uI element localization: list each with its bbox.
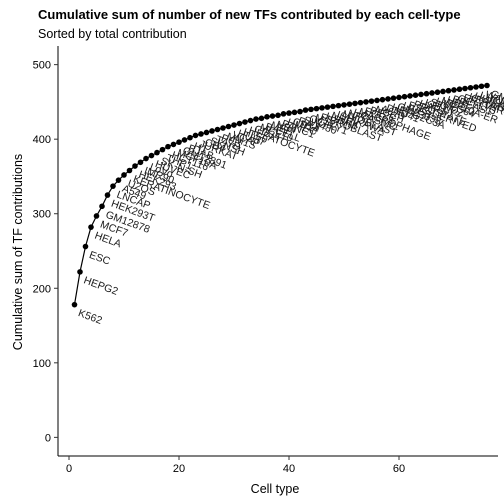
data-point bbox=[77, 269, 83, 275]
data-point bbox=[484, 82, 490, 89]
point-label: HEPG2 bbox=[82, 274, 120, 298]
data-point bbox=[214, 126, 221, 133]
data-point bbox=[110, 183, 116, 189]
data-point bbox=[143, 155, 149, 162]
data-point bbox=[363, 99, 369, 105]
chart-subtitle: Sorted by total contribution bbox=[38, 27, 187, 41]
data-point bbox=[412, 92, 419, 98]
data-point bbox=[93, 213, 100, 219]
data-point bbox=[335, 102, 342, 109]
data-point bbox=[297, 108, 303, 115]
data-point bbox=[253, 116, 259, 122]
data-point bbox=[82, 243, 89, 250]
data-point bbox=[478, 83, 485, 90]
y-tick-label: 300 bbox=[33, 209, 51, 221]
data-point bbox=[104, 192, 111, 198]
data-point bbox=[319, 105, 325, 111]
x-tick-label: 0 bbox=[66, 463, 72, 475]
data-point bbox=[341, 102, 347, 108]
data-point bbox=[352, 100, 358, 107]
data-point bbox=[176, 139, 182, 145]
data-point bbox=[280, 111, 287, 117]
series-cumulative-sum bbox=[71, 82, 490, 308]
x-axis-title: Cell type bbox=[251, 482, 300, 496]
data-point bbox=[187, 134, 193, 141]
chart-title: Cumulative sum of number of new TFs cont… bbox=[38, 7, 461, 22]
data-point bbox=[198, 131, 204, 137]
data-point bbox=[247, 117, 254, 124]
data-point bbox=[121, 172, 127, 178]
data-point bbox=[313, 105, 320, 112]
data-point bbox=[99, 203, 105, 210]
data-point bbox=[286, 110, 292, 116]
data-point bbox=[368, 98, 375, 104]
data-point bbox=[154, 149, 160, 156]
data-point bbox=[115, 177, 122, 183]
data-point bbox=[473, 84, 479, 90]
data-point bbox=[242, 119, 248, 125]
data-point bbox=[170, 141, 177, 148]
data-point bbox=[346, 101, 353, 107]
x-tick-label: 60 bbox=[393, 463, 405, 475]
data-point bbox=[462, 85, 468, 92]
data-point bbox=[390, 95, 397, 101]
data-point bbox=[225, 123, 232, 130]
x-tick-label: 40 bbox=[283, 463, 295, 475]
data-point bbox=[264, 114, 270, 120]
data-point bbox=[269, 113, 276, 119]
data-point bbox=[330, 103, 336, 110]
data-point bbox=[132, 163, 138, 169]
point-labels: K562HEPG2ESCHELAMCF7GM12878HEK293TLNCAPA… bbox=[76, 88, 504, 327]
data-point bbox=[231, 122, 237, 128]
data-point bbox=[165, 143, 171, 150]
y-tick-label: 500 bbox=[33, 60, 51, 72]
data-point bbox=[148, 152, 155, 159]
data-point bbox=[126, 167, 133, 174]
data-point bbox=[308, 106, 314, 113]
data-point bbox=[192, 132, 199, 139]
data-point bbox=[203, 129, 210, 136]
point-label: ESC bbox=[87, 249, 112, 268]
data-point bbox=[324, 104, 331, 110]
data-point bbox=[385, 96, 391, 102]
data-point bbox=[379, 96, 386, 103]
axes: 0 100 200 300 400 500 0 20 40 60 bbox=[33, 46, 498, 475]
data-point bbox=[429, 90, 435, 96]
y-tick-label: 200 bbox=[33, 283, 51, 295]
data-point bbox=[159, 146, 166, 153]
data-point bbox=[258, 115, 265, 122]
y-tick-label: 0 bbox=[45, 432, 51, 444]
data-point bbox=[291, 109, 298, 116]
data-point bbox=[236, 120, 243, 127]
data-point bbox=[396, 94, 402, 101]
data-point bbox=[401, 93, 408, 100]
data-point bbox=[407, 93, 413, 99]
point-label: H1 bbox=[192, 140, 209, 156]
data-point bbox=[456, 86, 463, 93]
y-tick-label: 100 bbox=[33, 358, 51, 370]
data-point bbox=[302, 107, 309, 113]
data-point bbox=[374, 97, 380, 104]
data-point bbox=[451, 87, 457, 93]
data-point bbox=[275, 112, 281, 119]
y-axis-title: Cumulative sum of TF contributions bbox=[11, 154, 25, 350]
data-point bbox=[467, 84, 474, 91]
y-tick-label: 400 bbox=[33, 134, 51, 146]
point-label: K562 bbox=[76, 307, 103, 327]
data-point bbox=[434, 89, 441, 96]
data-point bbox=[181, 137, 188, 143]
data-point bbox=[220, 125, 226, 131]
data-point bbox=[357, 99, 364, 106]
data-point bbox=[88, 224, 94, 230]
data-point bbox=[445, 87, 452, 94]
data-point bbox=[137, 159, 144, 166]
data-point bbox=[71, 301, 78, 308]
data-point bbox=[418, 91, 424, 98]
data-point bbox=[440, 88, 446, 95]
data-point bbox=[423, 90, 430, 97]
x-tick-label: 20 bbox=[173, 463, 185, 475]
data-point bbox=[209, 128, 215, 134]
